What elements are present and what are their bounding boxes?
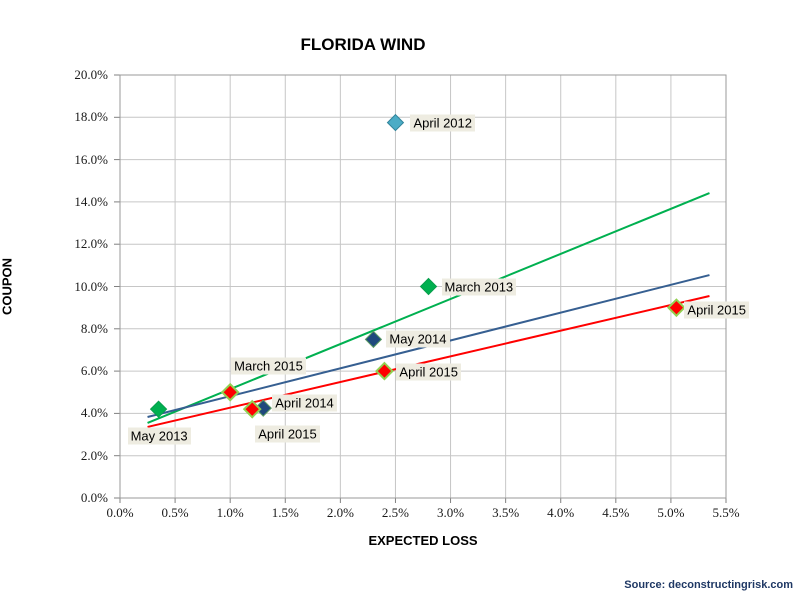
data-point-diamond (149, 400, 168, 418)
point-label: March 2013 (441, 278, 517, 295)
x-tick-label: 0.5% (161, 505, 189, 520)
y-tick-label: 14.0% (74, 193, 108, 209)
y-tick-label: 2.0% (80, 447, 108, 463)
y-tick-label: 8.0% (80, 320, 108, 336)
x-tick-label: 5.5% (712, 505, 740, 520)
x-tick-label: 2.5% (381, 505, 409, 520)
source-note: Source: deconstructingrisk.com (624, 579, 793, 591)
point-label: April 2014 (272, 394, 337, 412)
point-label: April 2015 (255, 425, 320, 443)
y-tick-label: 4.0% (80, 405, 108, 421)
point-label: March 2015 (231, 357, 306, 375)
x-tick-label: 0.0% (106, 505, 134, 520)
data-point-diamond (364, 330, 383, 349)
x-axis-title: EXPECTED LOSS (368, 533, 478, 548)
x-tick-label: 3.5% (492, 505, 520, 520)
x-tick-label: 4.0% (547, 505, 575, 520)
data-point-diamond (242, 399, 262, 419)
data-point-diamond (667, 298, 686, 318)
y-tick-label: 20.0% (74, 67, 108, 82)
plot-border (119, 74, 727, 499)
green-trend-line (147, 192, 710, 424)
x-tick-label: 1.5% (271, 505, 299, 520)
x-tick-label: 5.0% (657, 505, 685, 520)
x-tick-label: 3.0% (436, 505, 465, 520)
point-label: May 2014 (386, 330, 450, 348)
data-point-diamond (220, 382, 240, 402)
y-tick-label: 16.0% (74, 151, 108, 167)
y-tick-label: 12.0% (74, 236, 108, 252)
y-axis-title: COUPON (0, 257, 15, 316)
point-label: April 2012 (410, 114, 475, 132)
point-label: April 2015 (684, 301, 749, 319)
data-point-diamond (375, 361, 394, 381)
point-label: May 2013 (127, 427, 191, 445)
y-tick-label: 6.0% (80, 363, 108, 379)
data-point-diamond (419, 277, 438, 296)
chart-title: FLORIDA WIND (300, 35, 426, 54)
point-label: April 2015 (396, 363, 461, 381)
y-tick-label: 10.0% (74, 278, 108, 294)
x-tick-label: 1.0% (216, 505, 244, 520)
data-point-diamond (386, 113, 405, 132)
y-tick-label: 0.0% (80, 490, 108, 505)
y-tick-label: 18.0% (74, 109, 108, 125)
x-tick-label: 4.5% (602, 505, 630, 520)
x-tick-label: 2.0% (326, 505, 354, 520)
red-trend-line (147, 295, 710, 428)
